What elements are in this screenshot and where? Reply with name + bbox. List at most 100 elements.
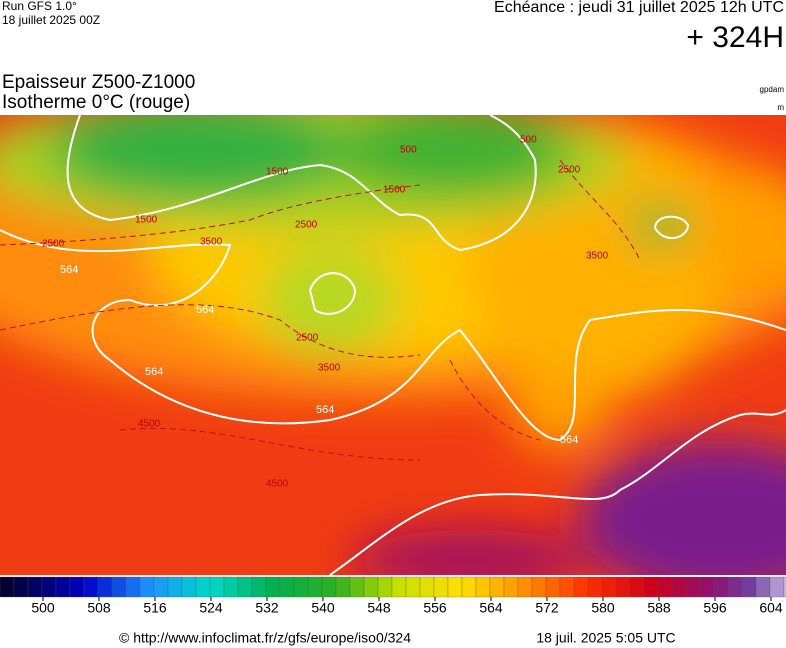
colorbar-swatch: [629, 576, 645, 598]
colorbar-swatch: [83, 576, 99, 598]
colorbar-swatch: [769, 576, 785, 598]
contour-label: 2500: [296, 333, 319, 344]
title-line: Epaisseur Z500-Z1000: [2, 72, 195, 93]
colorbar-swatch: [685, 576, 701, 598]
colorbar-swatch: [237, 576, 253, 598]
colorbar-swatch: [755, 576, 771, 598]
colorbar-swatch: [573, 576, 589, 598]
colorbar-tick-label: 580: [591, 600, 615, 616]
colorbar-swatch: [419, 576, 435, 598]
colorbar-swatch: [587, 576, 603, 598]
colorbar-swatch: [601, 576, 617, 598]
colorbar-tick-label: 524: [199, 600, 223, 616]
colorbar-swatch: [307, 576, 323, 598]
run-label: Run GFS 1.0°: [2, 0, 77, 13]
map: 564 564 564 564 564 1500 1500 1500 2500 …: [0, 115, 786, 575]
contour-label: 1500: [383, 185, 406, 196]
title-line: Isotherme 0°C (rouge): [2, 92, 190, 113]
colorbar-swatch: [13, 576, 29, 598]
colorbar-swatch: [671, 576, 687, 598]
colorbar-tick-label: 556: [423, 600, 447, 616]
unit-label: m: [777, 103, 784, 112]
colorbar-tick-label: 500: [31, 600, 55, 616]
colorbar-swatch: [195, 576, 211, 598]
colorbar-swatch: [377, 576, 393, 598]
colorbar-swatch: [657, 576, 673, 598]
freezing-level-lines: [0, 159, 641, 461]
colorbar-swatch: [545, 576, 561, 598]
generated-time: 18 juil. 2025 5:05 UTC: [536, 630, 675, 646]
colorbar-swatch: [153, 576, 169, 598]
colorbar-tick-label: 588: [647, 600, 671, 616]
colorbar-swatch: [279, 576, 295, 598]
colorbar-swatch: [363, 576, 379, 598]
colorbar-swatch: [713, 576, 729, 598]
colorbar-swatch: [41, 576, 57, 598]
colorbar-swatch: [783, 576, 786, 598]
colorbar-swatch: [111, 576, 127, 598]
colorbar-swatch: [55, 576, 71, 598]
contour-label: 500: [400, 145, 417, 156]
colorbar-swatch: [503, 576, 519, 598]
colorbar: 500 508 516 524 532 540 548 556 564 572 580 588 596 6…: [0, 576, 786, 616]
colorbar-tick-label: 540: [311, 600, 335, 616]
contour-label: 2500: [42, 239, 65, 250]
colorbar-swatch: [209, 576, 225, 598]
colorbar-swatch: [181, 576, 197, 598]
colorbar-swatch: [391, 576, 407, 598]
contour-label: 4500: [138, 419, 161, 430]
colorbar-swatch: [517, 576, 533, 598]
contour-lines: [0, 115, 786, 575]
colorbar-swatch: [335, 576, 351, 598]
contour-label: 1500: [135, 215, 158, 226]
colorbar-swatch: [405, 576, 421, 598]
colorbar-swatch: [0, 576, 15, 598]
unit-label: gpdam: [760, 85, 785, 94]
contour-label: 564: [60, 264, 78, 276]
colorbar-tick-label: 604: [759, 600, 783, 616]
colorbar-swatch: [489, 576, 505, 598]
colorbar-swatch: [125, 576, 141, 598]
colorbar-swatch: [741, 576, 757, 598]
contour-label: 564: [145, 366, 163, 378]
colorbar-swatch: [461, 576, 477, 598]
colorbar-swatch: [699, 576, 715, 598]
colorbar-swatch: [475, 576, 491, 598]
valid-time: Echéance : jeudi 31 juillet 2025 12h UTC: [494, 0, 784, 16]
contour-label: 564: [316, 404, 334, 416]
contour-label: 3500: [586, 251, 609, 262]
colorbar-swatch: [559, 576, 575, 598]
colorbar-swatch: [69, 576, 85, 598]
contour-label: 3500: [318, 363, 341, 374]
contour-labels: 564 564 564 564 564 1500 1500 1500 2500 …: [42, 135, 609, 490]
colorbar-tick-label: 564: [479, 600, 503, 616]
contour-label: 2500: [295, 220, 318, 231]
colorbar-swatch: [321, 576, 337, 598]
colorbar-swatch: [265, 576, 281, 598]
colorbar-tick-label: 548: [367, 600, 391, 616]
contour-label: 1500: [266, 167, 289, 178]
colorbar-swatch: [643, 576, 659, 598]
colorbar-swatch: [615, 576, 631, 598]
colorbar-swatch: [433, 576, 449, 598]
colorbar-swatch: [97, 576, 113, 598]
colorbar-swatch: [27, 576, 43, 598]
lead-time: + 324H: [686, 21, 784, 54]
run-date: 18 juillet 2025 00Z: [2, 13, 100, 27]
thickness-field: [0, 115, 786, 575]
contour-label: 4500: [266, 479, 289, 490]
source-footer: © http://www.infoclimat.fr/z/gfs/europe/…: [119, 630, 411, 646]
colorbar-swatch: [531, 576, 547, 598]
colorbar-tick-label: 516: [143, 600, 167, 616]
contour-label: 2500: [558, 165, 581, 176]
colorbar-tick-label: 572: [535, 600, 559, 616]
colorbar-swatch: [223, 576, 239, 598]
colorbar-tick-label: 532: [255, 600, 279, 616]
colorbar-swatch: [167, 576, 183, 598]
contour-label: 500: [520, 135, 537, 146]
colorbar-tick-label: 596: [703, 600, 727, 616]
contour-label: 564: [560, 434, 578, 446]
colorbar-swatch: [349, 576, 365, 598]
colorbar-swatch: [727, 576, 743, 598]
